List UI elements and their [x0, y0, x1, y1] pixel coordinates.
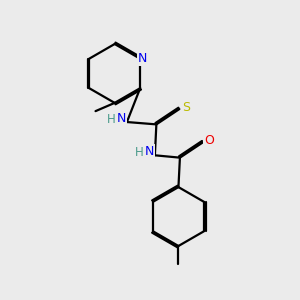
Text: S: S [182, 101, 190, 114]
Text: N: N [117, 112, 126, 125]
Text: H: H [135, 146, 144, 159]
Text: N: N [137, 52, 147, 64]
Text: O: O [204, 134, 214, 147]
Text: H: H [107, 113, 116, 126]
Text: N: N [145, 145, 154, 158]
